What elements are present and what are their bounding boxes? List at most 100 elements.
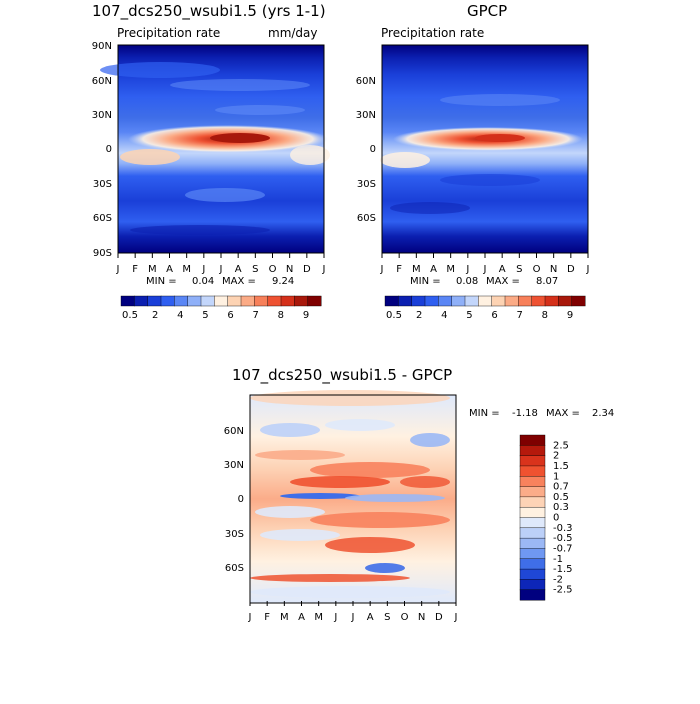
diff-ytick-label: 60N: [224, 426, 244, 437]
right-max-label: MAX =: [486, 276, 520, 287]
left-ytick-label: 60N: [92, 76, 112, 87]
colorbar-swatch: [174, 295, 189, 307]
colorbar-label: -0.5: [553, 533, 573, 544]
x-tick-label: A: [235, 264, 242, 275]
colorbar-label: 6: [227, 310, 233, 321]
x-tick-label: S: [516, 264, 522, 275]
left-field: [100, 45, 330, 253]
colorbar-label: 2.5: [553, 440, 569, 451]
left-ytick-label: 60S: [93, 213, 112, 224]
x-tick-label: F: [132, 264, 138, 275]
x-tick-label: F: [396, 264, 402, 275]
colorbar-label: 7: [517, 310, 523, 321]
x-tick-label: M: [280, 612, 289, 623]
right-y-ticks: 60N 30N 0 30S 60S: [356, 76, 376, 224]
colorbar-label: -1.5: [553, 564, 573, 575]
x-tick-label: J: [333, 612, 337, 623]
diff-min-label: MIN =: [469, 408, 500, 419]
x-tick-label: J: [351, 612, 355, 623]
colorbar-swatch: [519, 548, 546, 560]
x-tick-label: J: [483, 264, 487, 275]
left-colorbar: 0.5 2 4 5 6 7 8 9: [120, 295, 322, 321]
x-tick-label: N: [550, 264, 557, 275]
x-tick-label: F: [264, 612, 270, 623]
x-tick-label: M: [182, 264, 191, 275]
left-title: 107_dcs250_wsubi1.5 (yrs 1-1): [92, 2, 326, 21]
colorbar-label: 0.5: [386, 310, 402, 321]
colorbar-swatch: [307, 295, 322, 307]
x-tick-label: A: [430, 264, 437, 275]
right-ytick-label: 60S: [357, 213, 376, 224]
colorbar-swatch: [519, 445, 546, 457]
left-ytick-label: 90N: [92, 41, 112, 52]
x-tick-label: J: [248, 612, 252, 623]
colorbar-label: 0.5: [553, 492, 569, 503]
diff-min-value: -1.18: [512, 408, 538, 419]
colorbar-swatch: [519, 568, 546, 580]
right-ytick-label: 30S: [357, 179, 376, 190]
diff-ytick-label: 0: [238, 494, 244, 505]
colorbar-swatch: [558, 295, 573, 307]
colorbar-swatch: [491, 295, 506, 307]
colorbar-label: 2: [152, 310, 158, 321]
right-minmax: MIN = 0.08 MAX = 8.07: [410, 276, 558, 287]
diff-title: 107_dcs250_wsubi1.5 - GPCP: [232, 366, 452, 385]
colorbar-swatch: [464, 295, 479, 307]
x-tick-label: O: [533, 264, 541, 275]
x-tick-label: D: [435, 612, 443, 623]
colorbar-swatch: [147, 295, 162, 307]
colorbar-label: 1.5: [553, 461, 569, 472]
diff-minmax: MIN = -1.18 MAX = 2.34: [469, 408, 614, 419]
left-minmax: MIN = 0.04 MAX = 9.24: [146, 276, 294, 287]
colorbar-label: 4: [177, 310, 183, 321]
colorbar-swatch: [519, 537, 546, 549]
right-min-value: 0.08: [456, 276, 478, 287]
x-tick-label: J: [454, 612, 458, 623]
left-units: mm/day: [268, 26, 318, 40]
colorbar-swatch: [531, 295, 546, 307]
x-tick-label: J: [116, 264, 120, 275]
right-subtitle: Precipitation rate: [381, 26, 484, 40]
x-tick-label: J: [380, 264, 384, 275]
colorbar-label: 5: [466, 310, 472, 321]
colorbar-swatch: [519, 517, 546, 529]
right-field: [380, 45, 588, 253]
left-ytick-label: 0: [106, 144, 112, 155]
x-tick-label: J: [465, 264, 469, 275]
diff-ytick-label: 30S: [225, 529, 244, 540]
x-tick-label: J: [219, 264, 223, 275]
left-ytick-label: 90S: [93, 248, 112, 259]
x-tick-label: J: [586, 264, 590, 275]
diff-ytick-label: 30N: [224, 460, 244, 471]
right-ytick-label: 30N: [356, 110, 376, 121]
x-tick-label: N: [418, 612, 425, 623]
colorbar-label: 7: [253, 310, 259, 321]
colorbar-swatch: [519, 589, 546, 601]
colorbar-swatch: [478, 295, 493, 307]
left-ytick-label: 30N: [92, 110, 112, 121]
colorbar-swatch: [519, 558, 546, 570]
x-tick-label: O: [269, 264, 277, 275]
x-tick-label: A: [166, 264, 173, 275]
diff-ytick-label: 60S: [225, 563, 244, 574]
left-panel: 107_dcs250_wsubi1.5 (yrs 1-1) Precipitat…: [92, 2, 330, 321]
x-tick-label: A: [367, 612, 374, 623]
colorbar-label: 6: [491, 310, 497, 321]
colorbar-label: 0.7: [553, 482, 569, 493]
colorbar-swatch: [519, 579, 546, 591]
colorbar-swatch: [519, 506, 546, 519]
colorbar-label: 9: [567, 310, 573, 321]
colorbar-swatch: [240, 295, 255, 307]
colorbar-swatch: [571, 295, 586, 307]
colorbar-swatch: [267, 295, 282, 307]
colorbar-swatch: [438, 295, 453, 307]
x-tick-label: D: [303, 264, 311, 275]
colorbar-label: -1: [553, 554, 563, 565]
x-tick-label: M: [446, 264, 455, 275]
x-tick-label: J: [322, 264, 326, 275]
right-panel: GPCP Precipitation rate 60N 30N 0 30S 60…: [356, 2, 590, 321]
colorbar-swatch: [134, 295, 149, 307]
x-tick-label: M: [314, 612, 323, 623]
